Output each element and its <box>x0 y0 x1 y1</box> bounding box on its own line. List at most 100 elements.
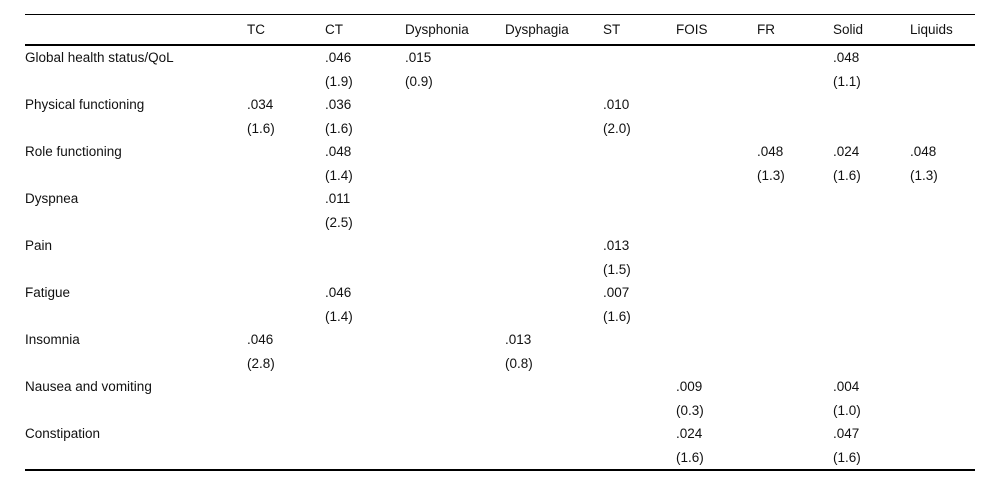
results-table: TC CT Dysphonia Dysphagia ST FOIS FR Sol… <box>25 14 975 471</box>
cell-value <box>833 328 910 352</box>
cell-se: (1.1) <box>833 73 861 89</box>
cell-value <box>325 328 405 352</box>
cell-value: .048 <box>833 50 860 65</box>
column-header-dysphonia: Dysphonia <box>405 22 469 37</box>
cell-value: .009 <box>676 379 703 394</box>
cell-value <box>405 281 505 305</box>
cell-se <box>505 446 603 470</box>
header-row: TC CT Dysphonia Dysphagia ST FOIS FR Sol… <box>25 14 975 46</box>
cell-se <box>833 258 910 282</box>
cell-value <box>505 375 603 399</box>
cell-value <box>757 422 833 446</box>
cell-se <box>505 258 603 282</box>
cell-se <box>405 399 505 423</box>
cell-se: (1.4) <box>325 308 353 324</box>
cell-se <box>405 305 505 329</box>
cell-se <box>910 446 975 470</box>
row-label: Fatigue <box>25 285 71 300</box>
cell-se <box>833 117 910 141</box>
cell-se <box>603 352 676 376</box>
cell-value <box>910 328 975 352</box>
cell-se <box>910 352 975 376</box>
column-header-blank <box>25 15 247 46</box>
cell-value: .046 <box>247 332 274 347</box>
cell-se <box>405 117 505 141</box>
table-row: Nausea and vomiting .009 (0.3) .004 (1.0) <box>25 375 975 422</box>
cell-value <box>405 187 505 211</box>
table-row: Physical functioning .034 (1.6) .036 (1.6)… <box>25 93 975 140</box>
cell-value <box>757 234 833 258</box>
cell-value <box>603 422 676 446</box>
cell-value <box>603 328 676 352</box>
cell-se <box>757 211 833 235</box>
cell-se <box>676 164 757 188</box>
cell-se <box>910 211 975 235</box>
cell-value <box>603 375 676 399</box>
cell-value <box>676 234 757 258</box>
cell-se <box>910 305 975 329</box>
cell-value: .024 <box>833 144 860 159</box>
cell-se <box>325 352 405 376</box>
cell-value <box>757 93 833 117</box>
cell-value <box>325 234 405 258</box>
cell-value <box>247 187 325 211</box>
cell-value: .024 <box>676 426 703 441</box>
table-body: Global health status/QoL .046 (1.9) .015 (… <box>25 45 975 470</box>
cell-value <box>405 93 505 117</box>
cell-se <box>505 164 603 188</box>
cell-se <box>910 70 975 94</box>
row-label: Role functioning <box>25 144 122 159</box>
cell-se <box>676 305 757 329</box>
cell-se <box>505 70 603 94</box>
column-header-fois: FOIS <box>676 22 708 37</box>
cell-value <box>757 328 833 352</box>
table-row: Pain .013 (1.5) <box>25 234 975 281</box>
cell-value: .047 <box>833 426 860 441</box>
cell-value <box>505 281 603 305</box>
cell-value: .013 <box>505 332 532 347</box>
cell-value <box>247 46 325 70</box>
cell-value <box>676 281 757 305</box>
cell-se: (1.6) <box>325 120 353 136</box>
cell-value <box>505 140 603 164</box>
cell-value <box>405 140 505 164</box>
cell-se <box>247 211 325 235</box>
column-header-liquids: Liquids <box>910 22 953 37</box>
cell-value <box>757 281 833 305</box>
cell-se <box>505 211 603 235</box>
cell-value: .048 <box>325 144 352 159</box>
row-label: Pain <box>25 238 53 253</box>
column-header-ct: CT <box>325 22 343 37</box>
cell-se <box>676 211 757 235</box>
cell-se: (1.6) <box>603 308 631 324</box>
cell-se <box>676 352 757 376</box>
cell-value <box>405 328 505 352</box>
cell-value: .007 <box>603 285 630 300</box>
row-label: Insomnia <box>25 332 80 347</box>
cell-se <box>603 446 676 470</box>
cell-se: (1.6) <box>833 167 861 183</box>
cell-se <box>405 352 505 376</box>
cell-value <box>910 375 975 399</box>
cell-value <box>405 234 505 258</box>
cell-se <box>757 399 833 423</box>
cell-se <box>676 70 757 94</box>
table-row: Global health status/QoL .046 (1.9) .015 (… <box>25 45 975 93</box>
column-header-st: ST <box>603 22 621 37</box>
cell-value <box>833 281 910 305</box>
cell-value <box>676 46 757 70</box>
cell-se <box>247 164 325 188</box>
column-header-solid: Solid <box>833 22 864 37</box>
cell-value <box>247 422 325 446</box>
cell-se <box>833 211 910 235</box>
cell-value <box>833 187 910 211</box>
cell-value <box>676 328 757 352</box>
cell-se: (1.4) <box>325 167 353 183</box>
cell-value <box>505 422 603 446</box>
cell-value <box>676 93 757 117</box>
cell-se <box>757 258 833 282</box>
cell-value: .036 <box>325 97 352 112</box>
cell-value <box>247 375 325 399</box>
cell-se <box>405 164 505 188</box>
table-row: Dyspnea .011 (2.5) <box>25 187 975 234</box>
